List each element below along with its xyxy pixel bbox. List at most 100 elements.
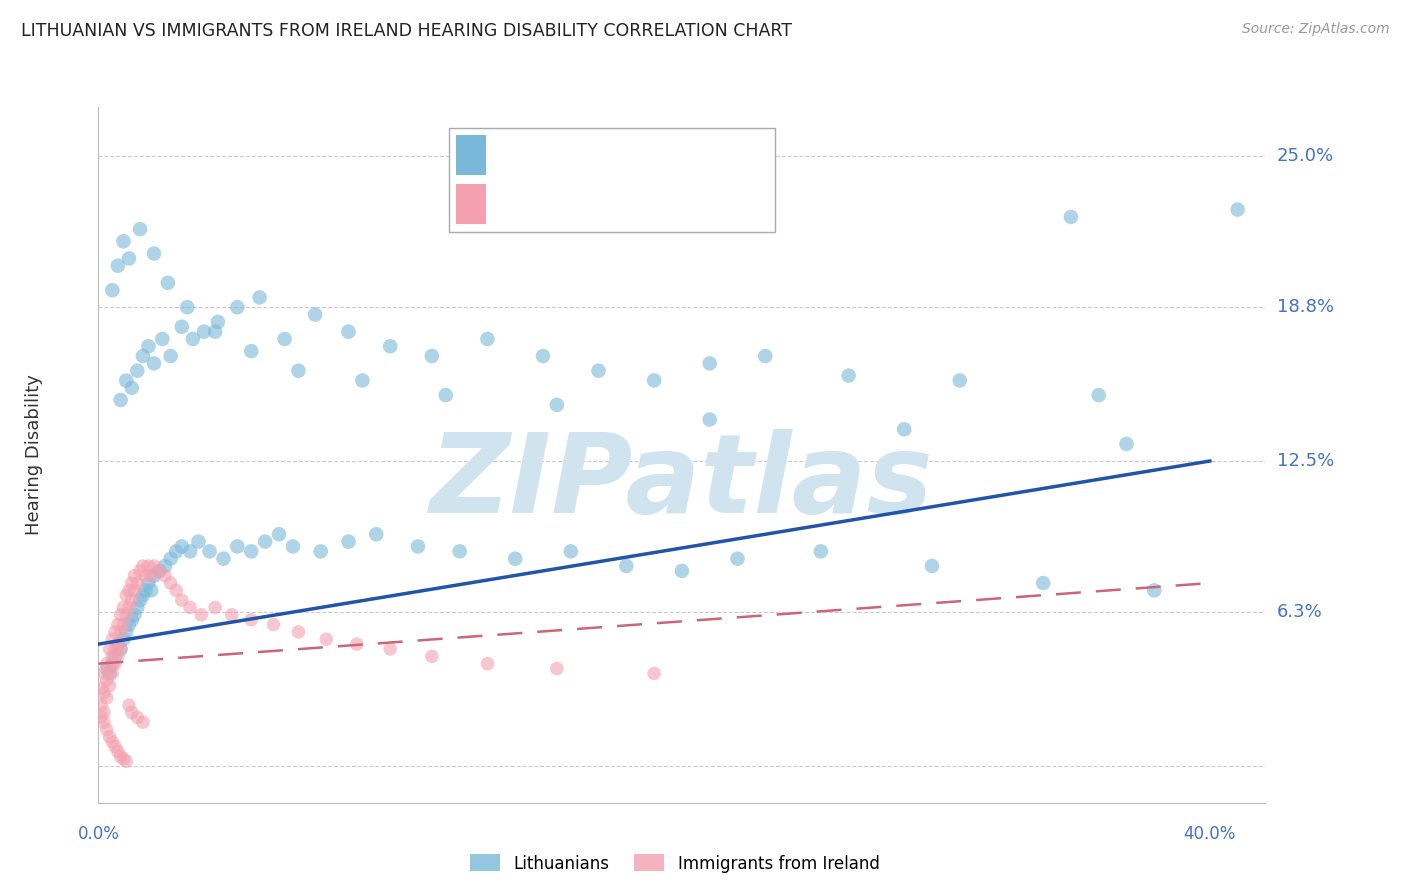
Point — [1060, 210, 1083, 224]
Point — [143, 559, 166, 574]
Point — [101, 632, 124, 647]
Point — [309, 544, 332, 558]
Point — [179, 600, 201, 615]
Point — [181, 332, 204, 346]
Point — [378, 642, 402, 657]
Point — [107, 649, 129, 664]
Point — [337, 534, 360, 549]
Point — [337, 325, 360, 339]
Text: R =: R = — [491, 145, 527, 163]
Text: ZIPatlas: ZIPatlas — [430, 429, 934, 536]
Point — [96, 657, 118, 671]
Point — [699, 412, 721, 426]
Point — [115, 588, 138, 602]
Point — [267, 527, 290, 541]
Point — [949, 374, 972, 388]
Point — [187, 534, 209, 549]
Point — [273, 332, 295, 346]
Text: 12.5%: 12.5% — [1277, 452, 1334, 470]
Point — [148, 564, 170, 578]
Point — [810, 544, 832, 558]
Point — [96, 673, 118, 688]
Point — [378, 339, 402, 353]
Point — [221, 607, 243, 622]
Point — [132, 349, 155, 363]
Legend: Lithuanians, Immigrants from Ireland: Lithuanians, Immigrants from Ireland — [464, 847, 886, 880]
Point — [588, 364, 610, 378]
Point — [107, 745, 129, 759]
Point — [614, 559, 637, 574]
Point — [115, 754, 138, 768]
Point — [112, 617, 135, 632]
Point — [132, 715, 155, 730]
Point — [315, 632, 337, 647]
Point — [143, 356, 166, 370]
Point — [643, 666, 665, 681]
Point — [93, 706, 115, 720]
Point — [420, 649, 443, 664]
Text: 25.0%: 25.0% — [1277, 147, 1334, 165]
Point — [1115, 437, 1137, 451]
Point — [254, 534, 277, 549]
Point — [121, 593, 143, 607]
Point — [304, 308, 326, 322]
Point — [207, 315, 229, 329]
Point — [104, 624, 127, 639]
Point — [115, 607, 138, 622]
Point — [107, 637, 129, 651]
Point — [110, 624, 132, 639]
Point — [118, 617, 141, 632]
Point — [101, 735, 124, 749]
Point — [121, 613, 143, 627]
Point — [165, 544, 187, 558]
Point — [531, 349, 554, 363]
Point — [193, 325, 215, 339]
Point — [143, 568, 166, 582]
Point — [110, 642, 132, 657]
Point — [212, 551, 235, 566]
Point — [96, 690, 118, 705]
Point — [204, 325, 226, 339]
Point — [121, 706, 143, 720]
Point — [1226, 202, 1249, 217]
Point — [150, 332, 173, 346]
Point — [1032, 576, 1054, 591]
Point — [727, 551, 749, 566]
Point — [449, 544, 471, 558]
Point — [204, 600, 226, 615]
Point — [262, 617, 284, 632]
Point — [98, 679, 121, 693]
Point — [546, 398, 568, 412]
Point — [118, 583, 141, 598]
Point — [127, 710, 149, 724]
Point — [90, 710, 112, 724]
Point — [179, 544, 201, 558]
Point — [141, 568, 163, 582]
Point — [287, 624, 309, 639]
Point — [124, 583, 146, 598]
Point — [287, 364, 309, 378]
Point — [159, 551, 181, 566]
Point — [121, 576, 143, 591]
Point — [98, 642, 121, 657]
Point — [754, 349, 776, 363]
Point — [156, 276, 179, 290]
Point — [112, 235, 135, 249]
Point — [240, 344, 263, 359]
Point — [1087, 388, 1109, 402]
Point — [90, 681, 112, 695]
Point — [346, 637, 368, 651]
Text: LITHUANIAN VS IMMIGRANTS FROM IRELAND HEARING DISABILITY CORRELATION CHART: LITHUANIAN VS IMMIGRANTS FROM IRELAND HE… — [21, 22, 792, 40]
Text: 73: 73 — [628, 195, 652, 213]
Point — [176, 300, 198, 314]
Point — [124, 568, 146, 582]
Point — [148, 564, 170, 578]
Point — [129, 222, 152, 236]
Text: 0.0%: 0.0% — [77, 825, 120, 843]
Point — [132, 588, 155, 602]
Point — [93, 686, 115, 700]
Point — [406, 540, 429, 554]
Point — [560, 544, 582, 558]
Point — [107, 259, 129, 273]
Text: R =: R = — [491, 195, 527, 213]
